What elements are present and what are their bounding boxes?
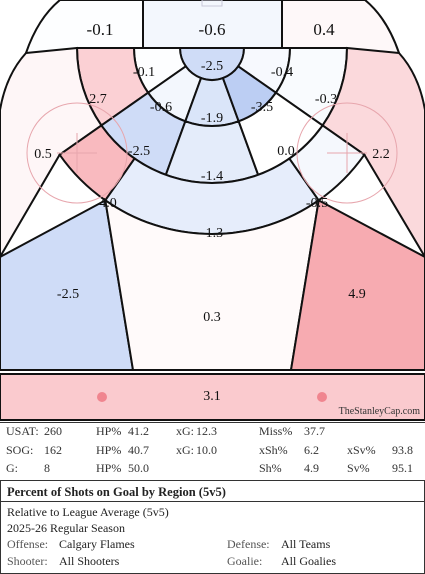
stat-key: Sh% — [259, 461, 282, 475]
region-label-slot-top-right: 0.4 — [313, 20, 335, 39]
chart-title: Percent of Shots on Goal by Region (5v5) — [7, 485, 226, 499]
stats-row-3: G: 8 HP% 50.0 Sh% 4.9 Sv% 95.1 — [0, 461, 425, 478]
season-label: 2025-26 Regular Season — [7, 521, 125, 535]
stat-key: xSh% — [259, 443, 288, 457]
faceoff-dot-right — [317, 392, 327, 402]
defense-value: All Teams — [281, 537, 331, 551]
stat-value: 12.3 — [196, 424, 217, 438]
region-label-neutral: 3.1 — [203, 389, 221, 404]
region-point-right — [289, 198, 425, 371]
region-label-inner-right-top: -0.4 — [271, 65, 293, 80]
watermark: TheStanleyCap.com — [339, 406, 421, 417]
region-label-mid-center: -1.4 — [201, 169, 223, 184]
region-point-center — [103, 198, 321, 371]
shot-heatmap-rink: -0.1 -0.6 0.4 -2.5 -0.1 -0.4 -0.6 -1.9 -3.5 2.7 -0… — [0, 0, 425, 422]
divider — [1, 501, 424, 502]
region-neutral — [0, 373, 425, 421]
stat-key: Sv% — [347, 461, 370, 475]
region-label-point-right: 4.9 — [348, 287, 366, 302]
stat-value: 40.7 — [128, 443, 149, 457]
region-label-outer-center: -1.3 — [201, 226, 223, 241]
region-label-side-left: 0.5 — [34, 147, 52, 162]
stat-key: HP% — [96, 443, 122, 457]
offense-key: Offense: — [7, 537, 49, 551]
stat-key: Miss% — [259, 424, 293, 438]
region-label-outer-right: -0.5 — [306, 196, 328, 211]
region-label-slot-top-center: -0.6 — [199, 20, 226, 39]
region-label-outer-left: 4.0 — [99, 196, 117, 211]
stat-value: 260 — [44, 424, 62, 438]
region-label-inner-left-top: -0.1 — [133, 65, 155, 80]
stat-value: 10.0 — [196, 443, 217, 457]
region-label-mid-left: -2.5 — [128, 144, 150, 159]
offense-value: Calgary Flames — [59, 537, 135, 551]
stat-value: 93.8 — [392, 443, 413, 457]
stat-key: HP% — [96, 424, 122, 438]
region-label-point-center: 0.3 — [203, 310, 221, 325]
region-label-mid-left-top: 2.7 — [89, 92, 107, 107]
stat-key: HP% — [96, 461, 122, 475]
shooter-key: Shooter: — [7, 554, 48, 568]
faceoff-marking — [26, 102, 128, 204]
info-panel: Percent of Shots on Goal by Region (5v5)… — [0, 481, 425, 574]
goal-net — [201, 0, 223, 7]
region-label-side-right: 2.2 — [372, 147, 390, 162]
shooter-value: All Shooters — [59, 554, 120, 568]
stat-value: 50.0 — [128, 461, 149, 475]
chart-subtitle: Relative to League Average (5v5) — [7, 505, 169, 519]
stat-value: 37.7 — [304, 424, 325, 438]
goalie-key: Goalie: — [227, 554, 263, 568]
stat-value: 162 — [44, 443, 62, 457]
region-slot-top-right — [281, 0, 401, 54]
faceoff-marking — [296, 102, 398, 204]
region-outer-left — [58, 124, 136, 202]
stats-row-1: USAT: 260 HP% 41.2 xG: 12.3 Miss% 37.7 — [0, 424, 425, 441]
region-label-inner-center: -1.9 — [201, 111, 223, 126]
stat-key: SOG: — [6, 443, 34, 457]
goalie-value: All Goalies — [281, 554, 336, 568]
region-label-crease: -2.5 — [201, 59, 223, 74]
stats-row-2: SOG: 162 HP% 40.7 xG: 10.0 xSh% 6.2 xSv%… — [0, 443, 425, 460]
stat-value: 95.1 — [392, 461, 413, 475]
region-slot-top-left — [24, 0, 144, 54]
stat-value: 8 — [44, 461, 50, 475]
stat-value: 4.9 — [304, 461, 319, 475]
stats-panel: USAT: 260 HP% 41.2 xG: 12.3 Miss% 37.7 S… — [0, 422, 425, 481]
stat-key: USAT: — [6, 424, 39, 438]
region-label-slot-top-left: -0.1 — [87, 20, 114, 39]
stat-key: xG: — [176, 424, 194, 438]
stat-key: xG: — [176, 443, 194, 457]
rink-svg: -0.1 -0.6 0.4 -2.5 -0.1 -0.4 -0.6 -1.9 -3.5 2.7 -0… — [0, 0, 425, 422]
stat-value: 6.2 — [304, 443, 319, 457]
defense-key: Defense: — [227, 537, 270, 551]
stat-key: xSv% — [347, 443, 376, 457]
stat-value: 41.2 — [128, 424, 149, 438]
region-label-point-left: -2.5 — [57, 287, 79, 302]
region-label-inner-left: -0.6 — [150, 100, 172, 115]
region-label-mid-right-top: -0.3 — [315, 92, 337, 107]
region-label-mid-right: 0.0 — [277, 144, 295, 159]
stat-key: G: — [6, 461, 18, 475]
region-label-inner-right: -3.5 — [251, 100, 273, 115]
faceoff-dot-left — [97, 392, 107, 402]
